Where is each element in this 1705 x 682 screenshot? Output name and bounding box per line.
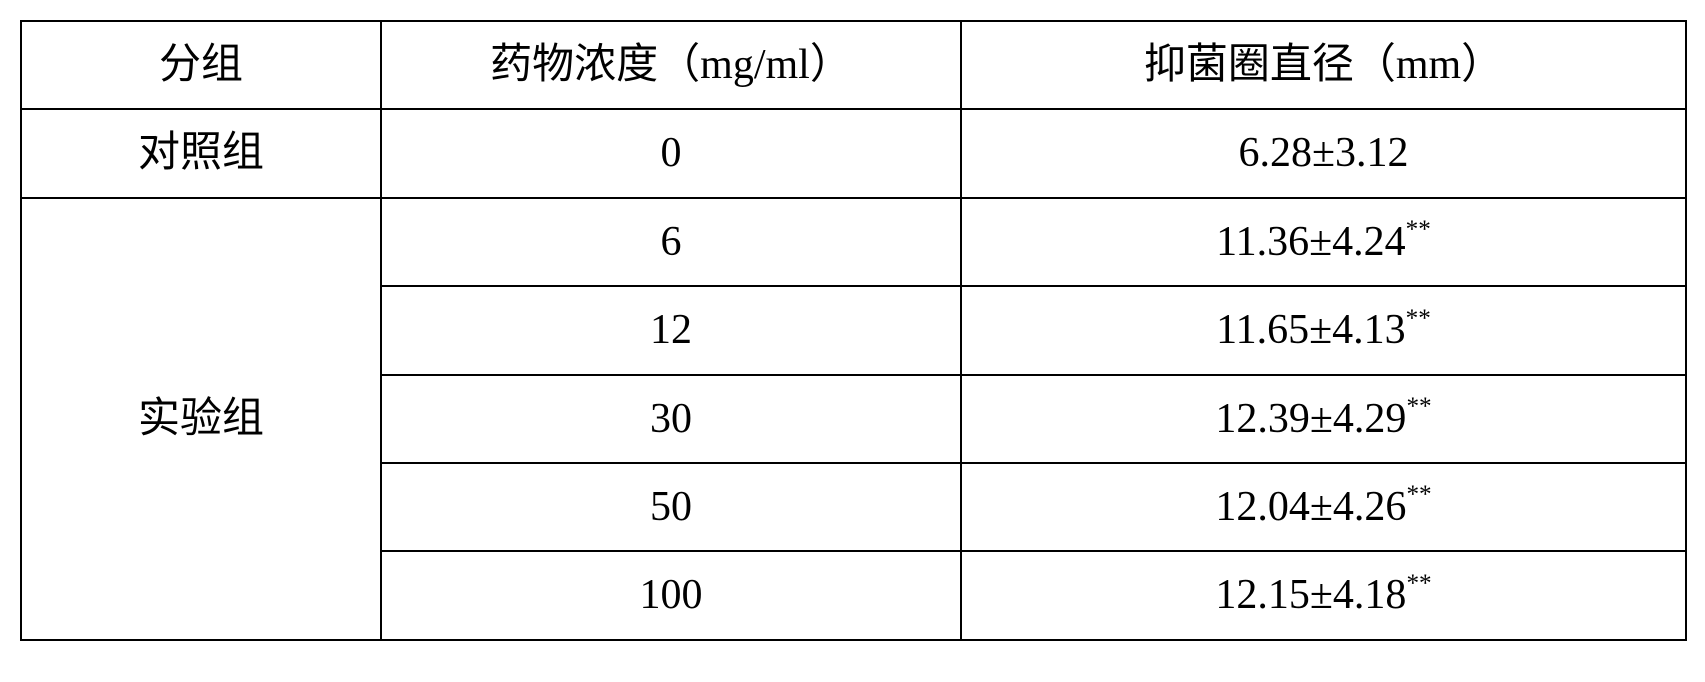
significance-marker: ** xyxy=(1406,393,1431,420)
diameter-value: 12.39±4.29 xyxy=(1215,396,1406,442)
cell-diameter: 11.65±4.13** xyxy=(961,286,1686,374)
significance-marker: ** xyxy=(1406,216,1431,243)
cell-diameter: 12.04±4.26** xyxy=(961,463,1686,551)
significance-marker: ** xyxy=(1406,481,1431,508)
table-row: 对照组 0 6.28±3.12 xyxy=(21,109,1686,197)
cell-diameter: 12.39±4.29** xyxy=(961,375,1686,463)
inhibition-zone-table: 分组 药物浓度（mg/ml） 抑菌圈直径（mm） 对照组 0 6.28±3.12… xyxy=(20,20,1687,641)
group-label-experiment: 实验组 xyxy=(21,198,381,640)
cell-concentration: 12 xyxy=(381,286,961,374)
group-label-control: 对照组 xyxy=(21,109,381,197)
significance-marker: ** xyxy=(1406,570,1431,597)
cell-concentration: 30 xyxy=(381,375,961,463)
table-header-row: 分组 药物浓度（mg/ml） 抑菌圈直径（mm） xyxy=(21,21,1686,109)
cell-diameter: 12.15±4.18** xyxy=(961,551,1686,639)
diameter-value: 12.15±4.18 xyxy=(1215,572,1406,618)
significance-marker: ** xyxy=(1406,305,1431,332)
cell-diameter: 6.28±3.12 xyxy=(961,109,1686,197)
cell-concentration: 6 xyxy=(381,198,961,286)
col-header-concentration: 药物浓度（mg/ml） xyxy=(381,21,961,109)
cell-diameter: 11.36±4.24** xyxy=(961,198,1686,286)
diameter-value: 11.65±4.13 xyxy=(1216,307,1406,353)
table-row: 实验组 6 11.36±4.24** xyxy=(21,198,1686,286)
cell-concentration: 0 xyxy=(381,109,961,197)
col-header-group: 分组 xyxy=(21,21,381,109)
cell-concentration: 50 xyxy=(381,463,961,551)
col-header-diameter: 抑菌圈直径（mm） xyxy=(961,21,1686,109)
diameter-value: 12.04±4.26 xyxy=(1215,484,1406,530)
cell-concentration: 100 xyxy=(381,551,961,639)
diameter-value: 6.28±3.12 xyxy=(1238,130,1408,176)
diameter-value: 11.36±4.24 xyxy=(1216,219,1406,265)
